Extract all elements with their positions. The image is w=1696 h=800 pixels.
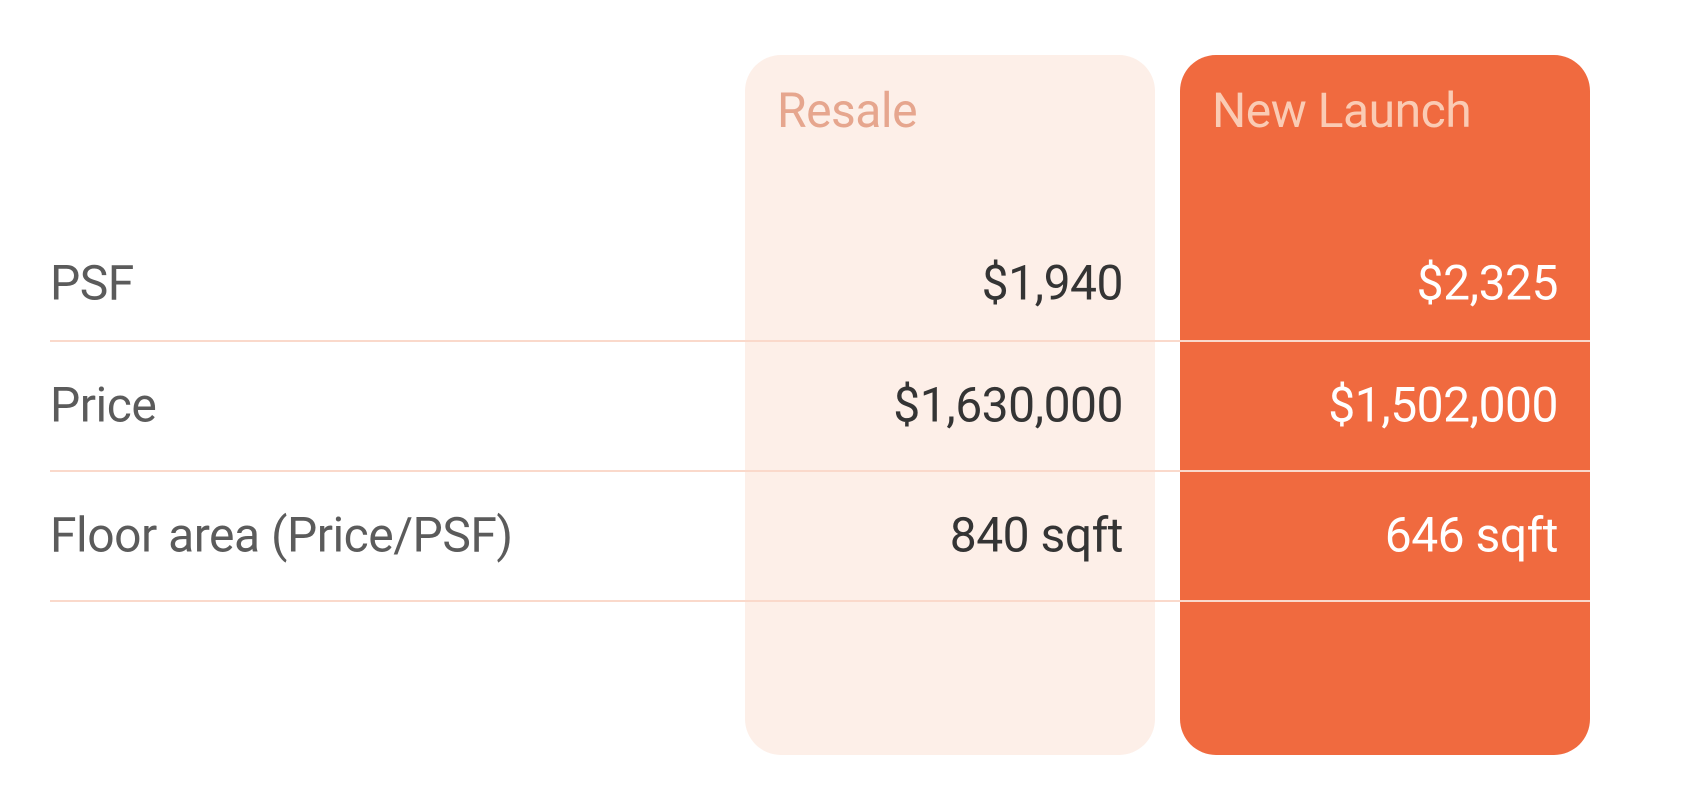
column-header-resale: Resale (777, 83, 1123, 138)
column-header-newlaunch: New Launch (1212, 83, 1558, 138)
cell-floorarea-newlaunch: 646 sqft (50, 507, 1558, 564)
table-row: Price $1,630,000 $1,502,000 (50, 340, 1590, 472)
cell-psf-newlaunch: $2,325 (50, 254, 1558, 311)
table-row: Floor area (Price/PSF) 840 sqft 646 sqft (50, 470, 1590, 602)
cell-price-newlaunch: $1,502,000 (50, 377, 1558, 434)
table-row: PSF $1,940 $2,325 (50, 225, 1590, 342)
comparison-table: Resale New Launch PSF $1,940 $2,325 Pric… (0, 0, 1696, 800)
